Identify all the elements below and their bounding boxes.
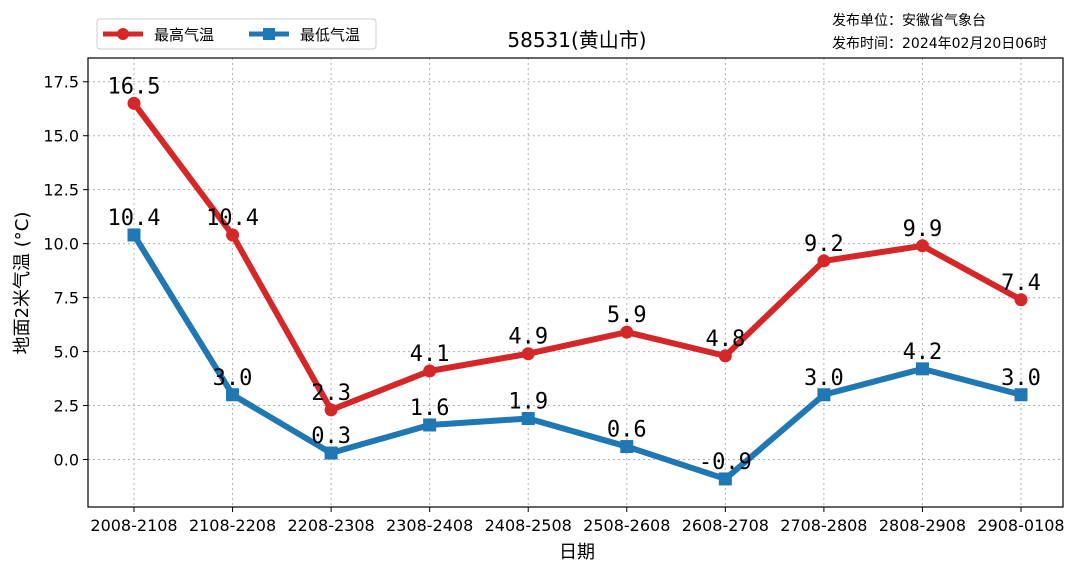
data-label-max: 4.8 <box>705 327 745 352</box>
data-label-max: 16.5 <box>108 74 161 99</box>
issuer-text: 发布单位：安徽省气象台 <box>832 13 986 29</box>
data-point-max <box>324 403 338 417</box>
data-label-min: -0.9 <box>699 450 752 475</box>
legend: 最高气温 最低气温 <box>96 18 377 50</box>
y-tick-label: 5.0 <box>54 343 79 362</box>
data-point-max <box>521 347 535 361</box>
series-line-max <box>131 100 1024 413</box>
x-tick-label: 2108-2208 <box>189 516 276 535</box>
data-point-min <box>521 411 535 425</box>
data-point-min <box>226 388 240 402</box>
data-label-min: 1.6 <box>410 396 450 421</box>
x-tick-label: 2408-2508 <box>485 516 572 535</box>
data-point-max <box>620 325 634 339</box>
data-point-min <box>423 418 437 432</box>
data-point-max <box>718 349 732 363</box>
x-tick-label: 2908-0108 <box>977 516 1064 535</box>
data-label-min: 0.3 <box>311 424 351 449</box>
legend-marker-min <box>263 28 275 40</box>
x-tick-label: 2808-2908 <box>879 516 966 535</box>
data-point-min <box>127 228 141 242</box>
data-point-max <box>226 228 240 242</box>
data-label-min: 10.4 <box>108 206 161 231</box>
data-label-max: 4.9 <box>508 325 548 350</box>
y-axis: 0.0 2.5 5.0 7.5 10.0 12.5 15.0 17.5 <box>43 73 88 470</box>
data-label-max: 2.3 <box>311 381 351 406</box>
chart-title: 58531(黄山市) <box>507 28 646 52</box>
y-tick-label: 10.0 <box>43 235 79 254</box>
data-label-max: 9.9 <box>903 217 943 242</box>
data-label-min: 0.6 <box>607 418 647 443</box>
data-point-max <box>423 364 437 378</box>
series-line-min <box>131 232 1024 482</box>
data-label-max: 9.2 <box>804 232 844 257</box>
y-tick-label: 12.5 <box>43 181 79 200</box>
y-tick-label: 0.0 <box>54 451 79 470</box>
plot-frame <box>87 57 1064 508</box>
y-tick-label: 2.5 <box>54 397 79 416</box>
data-label-min: 3.0 <box>1001 366 1041 391</box>
data-label-min: 1.9 <box>508 389 548 414</box>
data-label-max: 4.1 <box>410 342 450 367</box>
data-point-max <box>1014 293 1028 307</box>
legend-label-min: 最低气温 <box>300 26 360 44</box>
legend-marker-max <box>117 28 129 40</box>
data-point-min <box>817 388 831 402</box>
data-point-max <box>817 254 831 268</box>
x-tick-label: 2508-2608 <box>583 516 670 535</box>
y-axis-title: 地面2米气温 (°C) <box>12 212 33 355</box>
x-tick-label: 2208-2308 <box>288 516 375 535</box>
data-label-max: 10.4 <box>206 206 259 231</box>
data-label-min: 4.2 <box>903 340 943 365</box>
y-tick-label: 15.0 <box>43 127 79 146</box>
legend-frame <box>96 18 377 50</box>
data-point-max <box>915 239 929 253</box>
data-point-min <box>718 472 732 486</box>
data-label-max: 5.9 <box>607 303 647 328</box>
legend-label-max: 最高气温 <box>154 26 214 44</box>
x-tick-label: 2708-2808 <box>780 516 867 535</box>
x-tick-label: 2308-2408 <box>386 516 473 535</box>
x-axis-title: 日期 <box>559 542 595 563</box>
y-tick-label: 17.5 <box>43 73 79 92</box>
series: 16.5 10.4 2.3 4.1 4.9 5.9 4.8 9.2 9.9 7.4 10.4 3.0 0… <box>108 74 1041 486</box>
data-point-min <box>620 440 634 454</box>
grid <box>88 58 1063 507</box>
data-label-min: 3.0 <box>804 366 844 391</box>
x-tick-label: 2008-2108 <box>90 516 177 535</box>
x-axis: 2008-2108 2108-2208 2208-2308 2308-2408 2408… <box>90 507 1065 535</box>
y-tick-label: 7.5 <box>54 289 79 308</box>
data-label-min: 3.0 <box>213 366 253 391</box>
x-tick-label: 2608-2708 <box>682 516 769 535</box>
data-point-min <box>915 362 929 376</box>
data-point-max <box>127 96 141 110</box>
data-label-max: 7.4 <box>1001 271 1041 296</box>
data-point-min <box>324 446 338 460</box>
issue-time-text: 发布时间：2024年02月20日06时 <box>832 36 1047 52</box>
data-point-min <box>1014 388 1028 402</box>
